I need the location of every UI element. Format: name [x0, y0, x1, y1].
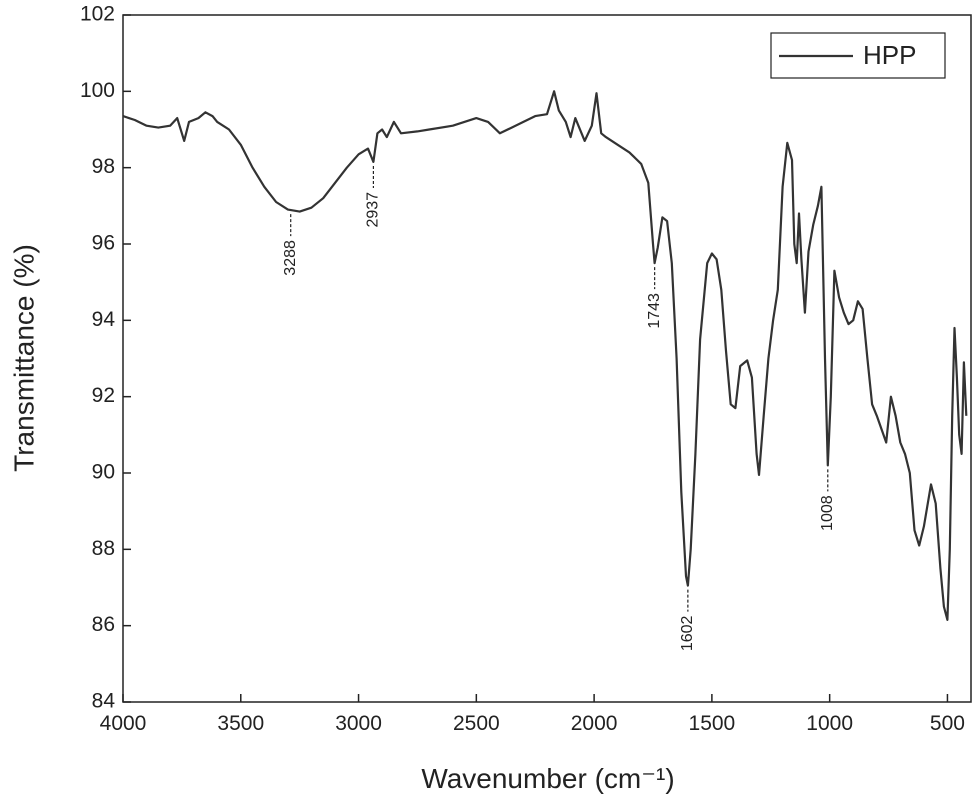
x-tick-label: 4000	[100, 712, 147, 735]
x-tick-label: 2000	[571, 712, 618, 735]
x-axis-label: Wavenumber (cm⁻¹)	[421, 763, 674, 794]
x-tick-label: 3500	[217, 712, 264, 735]
x-tick-label: 1000	[806, 712, 853, 735]
y-tick-label: 84	[92, 690, 116, 713]
y-tick-label: 92	[92, 384, 115, 407]
y-tick-label: 102	[80, 3, 115, 26]
annotation-label: 1602	[679, 615, 696, 651]
x-tick-label: 3000	[335, 712, 382, 735]
legend-label: HPP	[863, 40, 916, 70]
plot-frame	[122, 14, 972, 703]
y-tick-label: 88	[92, 537, 115, 560]
y-tick-label: 98	[92, 155, 115, 178]
annotation-label: 1008	[819, 495, 836, 531]
annotation-label: 3288	[282, 240, 299, 276]
y-tick-label: 100	[80, 79, 115, 102]
y-tick-label: 86	[92, 613, 115, 636]
x-tick-label: 500	[930, 712, 965, 735]
annotation-label: 1743	[646, 293, 663, 329]
y-tick-label: 94	[92, 308, 116, 331]
annotation-label: 2937	[365, 192, 382, 228]
x-tick-label: 1500	[689, 712, 736, 735]
y-axis-label: Transmittance (%)	[8, 244, 39, 472]
y-tick-label: 96	[92, 232, 115, 255]
spectrum-line	[122, 90, 968, 621]
x-tick-label: 2500	[453, 712, 500, 735]
y-tick-label: 90	[92, 461, 115, 484]
